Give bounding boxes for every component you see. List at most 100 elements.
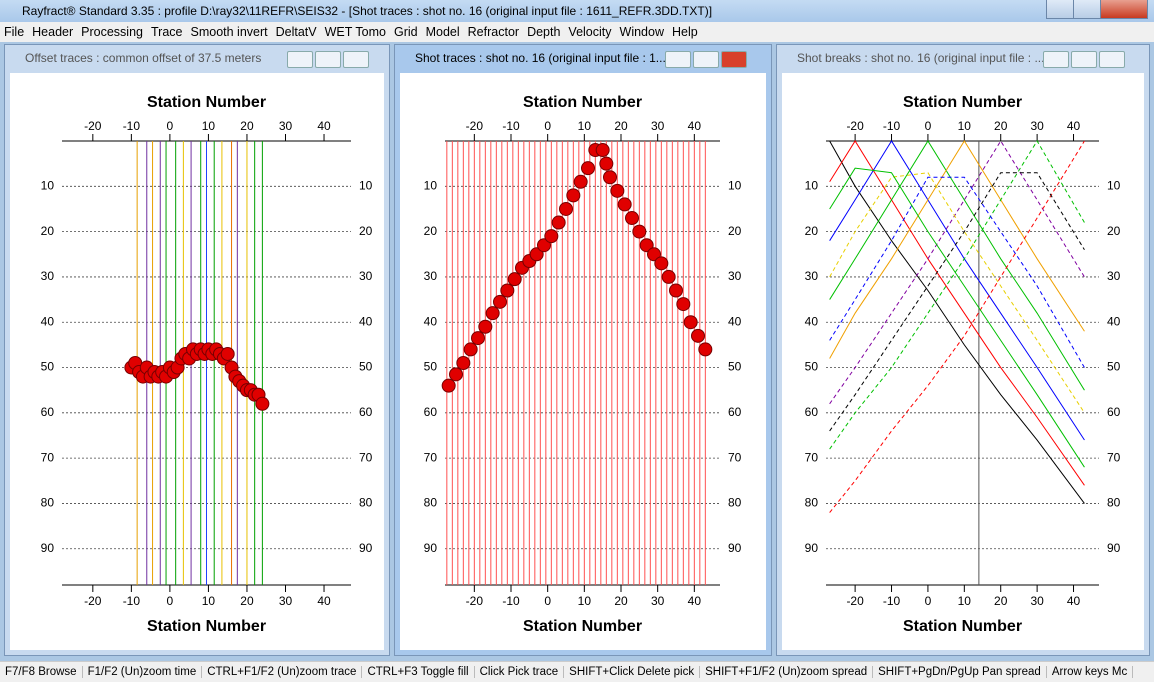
pick [449, 367, 463, 382]
y-tick-label: 30 [805, 269, 819, 283]
menu-item[interactable]: Velocity [568, 25, 612, 39]
x-tick-label: -20 [466, 119, 484, 133]
menu-item[interactable]: Grid [393, 25, 418, 39]
x-tick-label: 30 [279, 594, 293, 608]
x-tick-label: -10 [502, 594, 520, 608]
menu-item[interactable]: Depth [527, 25, 561, 39]
x-tick-label: 0 [925, 594, 932, 608]
x-tick-label: -10 [123, 594, 141, 608]
pick [537, 238, 551, 253]
menu-item[interactable]: Refractor [467, 25, 520, 39]
menu-item[interactable]: WET Tomo [324, 25, 386, 39]
x-tick-label: 10 [578, 594, 592, 608]
x-tick-label: 10 [202, 594, 216, 608]
client [782, 73, 1144, 650]
y-tick-label: 10 [41, 178, 55, 192]
pick [698, 342, 713, 357]
x-tick-label: 40 [1067, 119, 1081, 133]
status-item: SHIFT+Click Delete pick [564, 666, 701, 678]
y-tick-label: 50 [1107, 360, 1121, 374]
pick [485, 306, 500, 321]
status-item: SHIFT+PgDn/PgUp Pan spread [873, 666, 1047, 678]
y-tick-label: 20 [728, 224, 742, 238]
menu-item[interactable]: DeltatV [275, 25, 317, 39]
y-tick-label: 90 [805, 541, 819, 555]
x-tick-label: 40 [688, 594, 702, 608]
pick [639, 238, 654, 253]
y-tick-label: 30 [41, 269, 55, 283]
x-tick-label: 20 [614, 119, 628, 133]
maximize[interactable] [693, 51, 719, 68]
pick [661, 269, 676, 284]
menu-item[interactable]: Help [671, 25, 698, 39]
x-tick-label: -20 [846, 594, 864, 608]
close[interactable] [1100, 0, 1148, 19]
x-tick-label: 40 [317, 594, 331, 608]
x-axis-title: Station Number [523, 94, 642, 111]
pick [551, 215, 566, 230]
menu-item[interactable]: Processing [81, 25, 143, 39]
y-tick-label: 60 [359, 405, 373, 419]
window-title: Offset traces : common offset of 37.5 me… [25, 51, 262, 65]
pick [544, 229, 559, 244]
y-tick-label: 10 [359, 178, 373, 192]
pick [581, 161, 595, 176]
pick [676, 297, 691, 312]
menu-item[interactable]: Smooth invert [190, 25, 268, 39]
pick [573, 174, 588, 189]
menu-item[interactable]: File [4, 25, 25, 39]
client [10, 73, 384, 650]
maximize[interactable] [315, 51, 341, 68]
y-tick-label: 90 [41, 541, 55, 555]
y-tick-label: 90 [728, 541, 742, 555]
child-window[interactable]: Shot breaks : shot no. 16 (original inpu… [776, 44, 1150, 656]
menu-bar: File Header Processing Trace Smooth invert De… [0, 22, 1154, 42]
x-axis-title: Station Number [147, 618, 266, 635]
pick [471, 331, 485, 346]
x-tick-label: 40 [317, 119, 331, 133]
charts: Station Number Station Number -20 -20 -10 -10… [41, 94, 1121, 635]
close[interactable] [1099, 51, 1125, 68]
title-bar: Rayfract® Standard 3.35 : profile D:\ray… [0, 0, 1154, 22]
status-item: Arrow keys Mc [1047, 666, 1134, 678]
y-tick-label: 40 [728, 314, 742, 328]
y-tick-label: 30 [424, 269, 438, 283]
pick [669, 283, 683, 298]
y-tick-label: 30 [359, 269, 373, 283]
pick [255, 396, 270, 411]
y-tick-label: 80 [1107, 496, 1121, 510]
menu-item[interactable]: Trace [151, 25, 183, 39]
x-tick-label: -20 [466, 594, 484, 608]
y-tick-label: 50 [359, 360, 373, 374]
window-title: Shot breaks : shot no. 16 (original inpu… [797, 51, 1045, 65]
pick [595, 143, 610, 158]
x-axis-title: Station Number [523, 618, 642, 635]
menu-item[interactable]: Header [32, 25, 74, 39]
menu-item[interactable]: Model [425, 25, 460, 39]
menu-item[interactable]: Window [619, 25, 664, 39]
y-tick-label: 20 [424, 224, 438, 238]
breaks-line [829, 140, 1085, 450]
minimize[interactable] [665, 51, 691, 68]
close[interactable] [343, 51, 369, 68]
x-tick-label: 20 [240, 119, 254, 133]
x-tick-label: -20 [84, 594, 102, 608]
pick [456, 356, 471, 370]
y-tick-label: 50 [424, 360, 438, 374]
pick [617, 197, 632, 212]
y-tick-label: 60 [728, 405, 742, 419]
y-tick-label: 10 [728, 178, 742, 192]
close[interactable] [721, 51, 747, 68]
y-tick-label: 20 [1107, 224, 1121, 238]
breaks-line [829, 140, 1085, 513]
y-tick-label: 80 [41, 496, 55, 510]
y-tick-label: 50 [728, 360, 742, 374]
minimize[interactable] [287, 51, 313, 68]
x-tick-label: 0 [544, 119, 551, 133]
app-title: Rayfract® Standard 3.35 : profile D:\ray… [22, 4, 713, 18]
maximize[interactable] [1071, 51, 1097, 68]
y-tick-label: 80 [728, 496, 742, 510]
y-tick-label: 70 [359, 450, 373, 464]
x-tick-label: 10 [958, 119, 972, 133]
minimize[interactable] [1043, 51, 1069, 68]
